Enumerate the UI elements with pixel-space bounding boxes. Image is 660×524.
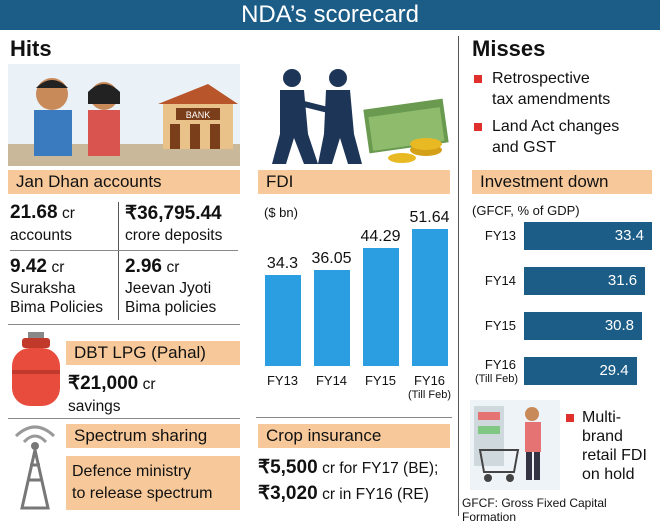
retail-shopping-illustration	[470, 400, 560, 490]
gfcf-bar: 30.8	[524, 312, 643, 340]
accounts-unit: cr	[62, 205, 75, 222]
gfcf-category-label: FY14	[484, 273, 516, 288]
fdi-tick-label: FY13	[266, 373, 299, 388]
jan-dhan-accounts-stat: 21.68 cr	[10, 202, 75, 224]
miss1-line2: tax amendments	[492, 91, 611, 108]
section-hline	[8, 324, 240, 325]
svg-text:BANK: BANK	[186, 110, 211, 120]
column-divider	[458, 36, 459, 516]
dbt-desc: savings	[68, 398, 121, 415]
gas-cylinder-icon	[12, 332, 60, 406]
title-bar	[0, 0, 660, 30]
crop-line2: ₹3,020 cr in FY16 (RE)	[258, 482, 429, 505]
crop-line1: ₹5,500 cr for FY17 (BE);	[258, 456, 438, 479]
spectrum-line2: to release spectrum	[72, 485, 213, 502]
crop-line1-value: ₹5,500	[258, 457, 318, 478]
footnote: GFCF: Gross Fixed Capital Formation	[462, 496, 607, 524]
suraksha-line1: Suraksha	[10, 280, 76, 297]
fdi-tick-label: FY14	[315, 373, 348, 388]
investment-label: Investment down	[472, 170, 652, 194]
miss2-line2: and GST	[492, 139, 557, 156]
crop-line2-text: cr in FY16 (RE)	[322, 486, 429, 503]
fdi-unit-note: ($ bn)	[264, 205, 298, 220]
deposits-value: ₹36,795.44	[125, 203, 222, 224]
gfcf-category-label: FY15	[484, 318, 516, 333]
fdi-tick-sublabel: (Till Feb)	[408, 389, 451, 401]
fdi-tick-label: FY15	[364, 373, 397, 388]
fdi-label: FDI	[258, 170, 450, 194]
jan-dhan-divider	[118, 202, 119, 320]
retail-line3: retail FDI	[582, 447, 647, 464]
fdi-value-label: 44.29	[360, 228, 401, 246]
retail-text: Multi- brand retail FDI on hold	[582, 408, 647, 484]
suraksha-unit: cr	[51, 259, 65, 276]
gfcf-category-sublabel: (Till Feb)	[475, 373, 518, 385]
dbt-value: ₹21,000	[68, 373, 139, 394]
fdi-bar	[411, 228, 448, 366]
suraksha-line2: Bima Policies	[10, 299, 104, 316]
fdi-hline	[256, 417, 452, 418]
fdi-value-label: 34.3	[266, 254, 299, 272]
deposits-label: crore deposits	[125, 227, 223, 244]
jan-dhan-illustration: BANK	[8, 64, 240, 166]
hits-heading: Hits	[10, 36, 52, 61]
jan-dhan-hline	[10, 250, 238, 251]
fdi-value-label: 51.64	[409, 208, 450, 226]
section-hline-2	[8, 418, 240, 419]
fdi-bar	[264, 274, 301, 366]
jeevan-stat: 2.96 cr	[125, 256, 179, 278]
jeevan-unit: cr	[166, 259, 180, 276]
spectrum-note-box	[66, 456, 240, 510]
suraksha-value: 9.42	[10, 256, 47, 277]
crop-label: Crop insurance	[258, 424, 450, 448]
miss2-line1: Land Act changes	[492, 118, 620, 135]
retail-line2: brand	[582, 428, 623, 445]
gfcf-category-label: FY13	[484, 228, 516, 243]
jeevan-value: 2.96	[125, 256, 162, 277]
dbt-label: DBT LPG (Pahal)	[66, 341, 240, 365]
jeevan-line2: Bima policies	[125, 299, 217, 316]
jeevan-line1: Jeevan Jyoti	[125, 280, 212, 297]
gfcf-bar-chart: 33.4 FY13 31.6 FY14 30.8 FY15 29.4 FY16 (Till Fe…	[462, 218, 658, 398]
spectrum-line1: Defence ministry	[72, 463, 192, 480]
gfcf-bar: 31.6	[524, 267, 646, 295]
gfcf-bar: 33.4	[524, 222, 652, 250]
bullet-icon	[474, 123, 482, 131]
suraksha-stat: 9.42 cr	[10, 256, 64, 278]
retail-line4: on hold	[582, 466, 635, 483]
bullet-icon	[474, 75, 482, 83]
gfcf-bar: 29.4	[524, 357, 637, 385]
spectrum-label: Spectrum sharing	[66, 424, 240, 448]
crop-line1-text: cr for FY17 (BE);	[322, 460, 439, 477]
misses-heading: Misses	[472, 36, 546, 61]
tower-icon	[14, 425, 56, 510]
retail-line1: Multi-	[582, 409, 622, 426]
crop-line2-value: ₹3,020	[258, 483, 318, 504]
investment-note: (GFCF, % of GDP)	[472, 203, 580, 218]
fdi-bar-chart: 34.3 FY13 36.05 FY14 44.29 FY15 51.64 FY16 (Till…	[256, 200, 452, 412]
fdi-value-label: 36.05	[311, 250, 352, 268]
jan-dhan-label: Jan Dhan accounts	[8, 170, 240, 194]
miss1-line1: Retrospective	[492, 70, 590, 87]
fdi-tick-label: FY16	[413, 373, 446, 388]
accounts-label: accounts	[10, 227, 73, 244]
dbt-stat: ₹21,000 cr	[68, 372, 156, 395]
page-title: NDA’s scorecard	[241, 1, 419, 28]
gfcf-category-label: FY16	[484, 357, 516, 372]
bullet-icon	[566, 414, 574, 422]
fdi-bar	[362, 248, 399, 366]
fdi-handshake-illustration	[272, 69, 449, 164]
fdi-bar	[313, 270, 350, 366]
accounts-value: 21.68	[10, 202, 58, 223]
dbt-unit: cr	[142, 376, 156, 393]
